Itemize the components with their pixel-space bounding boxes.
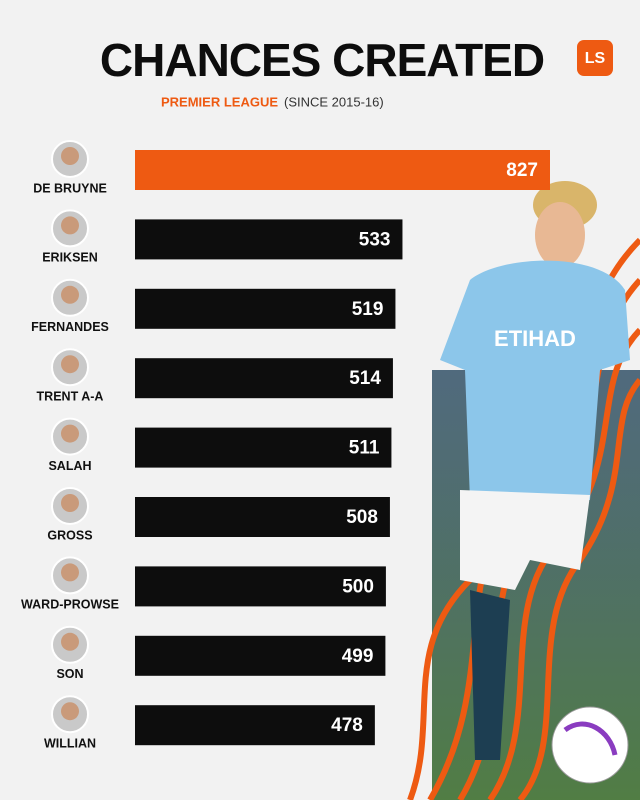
sponsor: ETIHAD [494, 326, 576, 351]
player-name: FERNANDES [31, 320, 109, 334]
value-label: 511 [349, 438, 380, 459]
player-photo: ETIHAD [407, 181, 640, 800]
bar [135, 635, 386, 676]
ball [551, 706, 629, 784]
bar [135, 219, 403, 260]
value-label: 478 [331, 715, 363, 736]
brand-logo [577, 40, 613, 76]
value-label: 500 [342, 576, 374, 597]
bar [135, 288, 396, 329]
avatar-face [61, 494, 79, 512]
avatar-face [61, 355, 79, 374]
player-name: WARD-PROWSE [21, 598, 119, 612]
sock [470, 590, 510, 760]
shorts [460, 490, 590, 590]
player-name: SALAH [48, 459, 91, 473]
avatar-face [61, 285, 79, 304]
subtitle-note: (SINCE 2015-16) [284, 94, 384, 109]
avatar-face [61, 216, 79, 235]
bar [135, 427, 392, 468]
avatar-face [61, 632, 79, 651]
bar [135, 497, 390, 537]
avatar-face [61, 563, 79, 582]
brand-text: LS [585, 50, 606, 67]
value-label: 519 [352, 299, 384, 320]
head [535, 202, 585, 268]
bar [135, 150, 550, 190]
player-name: WILLIAN [44, 736, 96, 750]
bars: 827 DE BRUYNE 533 ERIKSEN 519 FERNANDES 514 TRE… [21, 140, 550, 750]
subtitle: PREMIER LEAGUE [161, 94, 278, 109]
avatar-face [61, 147, 79, 165]
value-label: 533 [359, 229, 391, 250]
player-name: DE BRUYNE [33, 181, 107, 195]
player-name: GROSS [47, 528, 92, 542]
player-name: SON [56, 667, 83, 681]
player-name: ERIKSEN [42, 251, 98, 265]
bar [135, 358, 393, 399]
value-label: 508 [346, 507, 378, 528]
value-label: 514 [349, 368, 381, 389]
avatar-face [61, 702, 79, 721]
player-name: TRENT A-A [37, 389, 104, 403]
value-label: 827 [506, 160, 538, 181]
ball-pattern [563, 721, 618, 756]
avatar-face [61, 424, 79, 443]
bar [135, 566, 386, 607]
chart-title: CHANCES CREATED [100, 34, 544, 86]
shirt [440, 260, 630, 500]
value-label: 499 [342, 646, 374, 667]
bar [135, 705, 375, 746]
